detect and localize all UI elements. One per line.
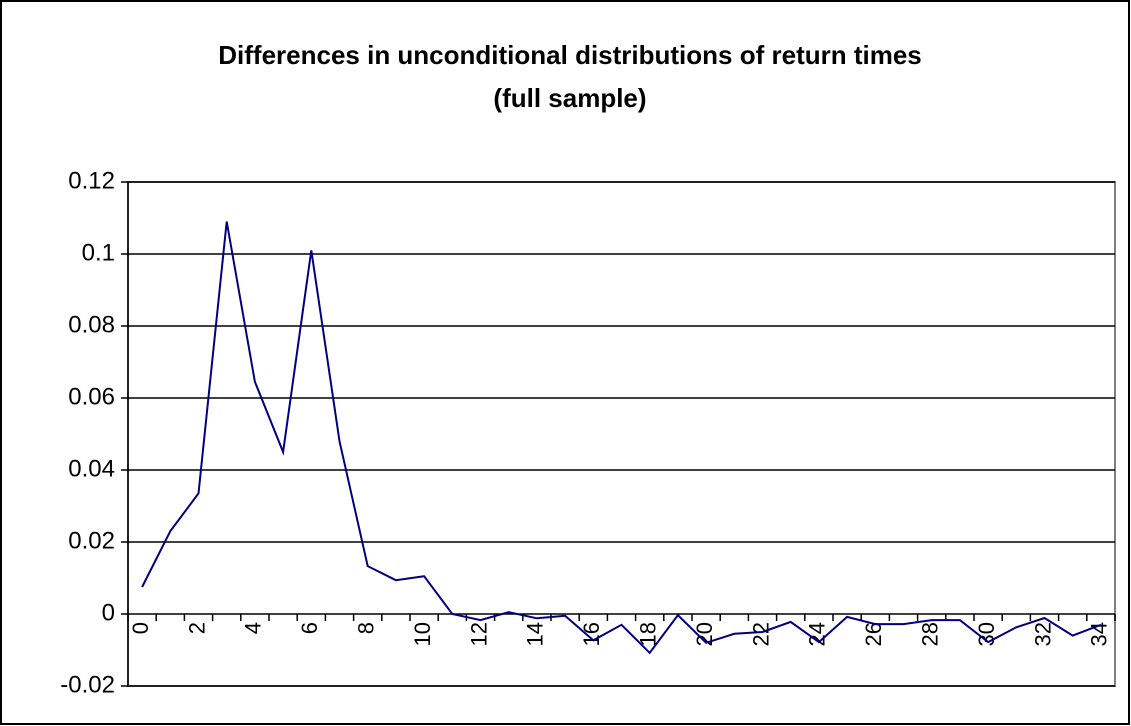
y-tick-label: 0.06 [68, 383, 115, 410]
x-tick-label: 26 [861, 622, 886, 646]
x-tick-label: 12 [466, 622, 491, 646]
chart-title: Differences in unconditional distributio… [218, 40, 922, 70]
y-tick-label: 0.04 [68, 455, 115, 482]
x-tick-label: 4 [241, 622, 266, 634]
x-tick-label: 20 [692, 622, 717, 646]
plot-area [127, 181, 1116, 687]
chart-subtitle: (full sample) [493, 83, 646, 113]
x-tick-label: 10 [410, 622, 435, 646]
y-tick-label: 0.1 [82, 239, 115, 266]
x-tick-label: 6 [297, 622, 322, 634]
x-tick-label: 28 [918, 622, 943, 646]
y-tick-label: 0.12 [68, 167, 115, 194]
y-tick-label: -0.02 [60, 671, 115, 698]
x-tick-label: 32 [1030, 622, 1055, 646]
y-tick-label: 0.08 [68, 311, 115, 338]
data-line [141, 221, 1102, 655]
y-tick-label: 0 [102, 599, 115, 626]
x-tick-label: 0 [128, 622, 153, 634]
y-tick-label: 0.02 [68, 527, 115, 554]
x-tick-label: 14 [523, 622, 548, 646]
x-tick-label: 22 [748, 622, 773, 646]
x-tick-label: 16 [579, 622, 604, 646]
x-tick-label: 2 [184, 622, 209, 634]
x-tick-label: 8 [354, 622, 379, 634]
